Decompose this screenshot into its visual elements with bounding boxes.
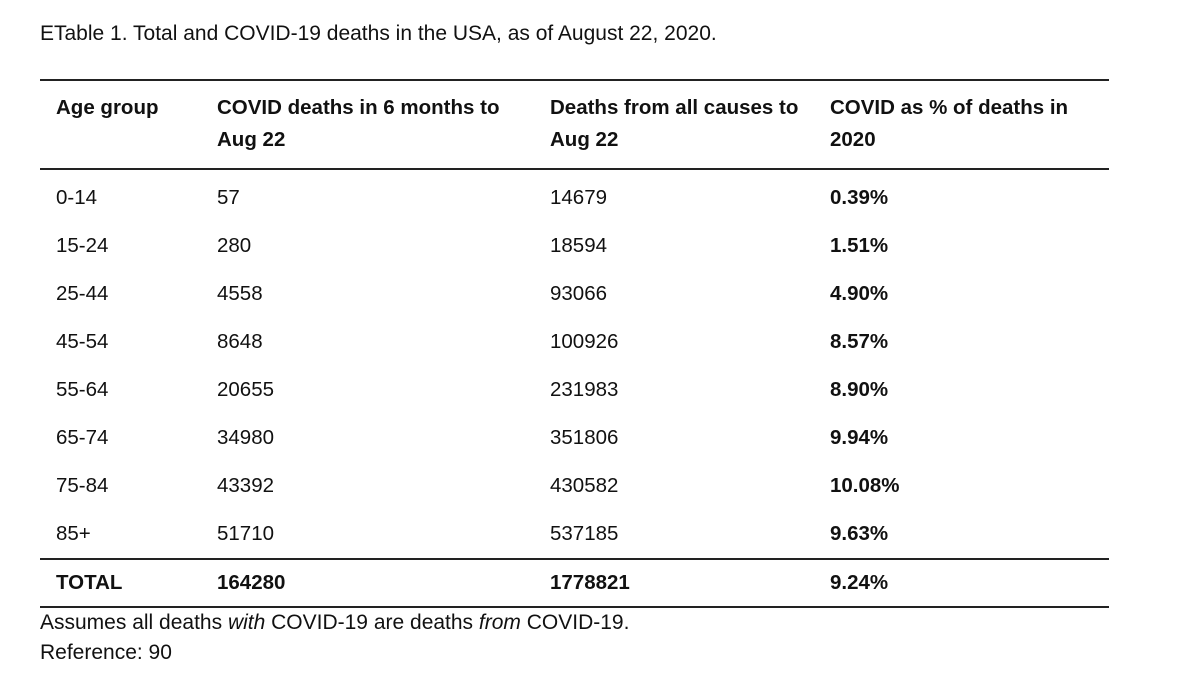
cell-age-group: 75-84 bbox=[56, 474, 109, 497]
cell-covid-percent: 0.39% bbox=[830, 186, 889, 209]
cell-covid-percent: 8.57% bbox=[830, 330, 889, 353]
cell-age-group: 0-14 bbox=[56, 186, 98, 209]
assumption-note: Assumes all deaths with COVID-19 are dea… bbox=[40, 611, 630, 634]
table-row: 45-54 8648 100926 8.57% bbox=[40, 318, 1109, 366]
cell-all-cause-deaths: 430582 bbox=[550, 474, 619, 497]
cell-covid-percent: 9.63% bbox=[830, 522, 889, 545]
header-covid-deaths: COVID deaths in 6 months to Aug 22 bbox=[217, 96, 500, 151]
cell-age-group: 25-44 bbox=[56, 282, 109, 305]
deaths-table: Age group COVID deaths in 6 months to Au… bbox=[40, 79, 1109, 608]
table-row: 15-24 280 18594 1.51% bbox=[40, 222, 1109, 270]
cell-age-group: 55-64 bbox=[56, 378, 109, 401]
cell-covid-deaths: 51710 bbox=[217, 522, 275, 545]
table-header-row: Age group COVID deaths in 6 months to Au… bbox=[40, 80, 1109, 169]
header-covid-percent: COVID as % of deaths in 2020 bbox=[830, 96, 1069, 151]
cell-covid-deaths: 43392 bbox=[217, 474, 275, 497]
cell-all-cause-deaths: 537185 bbox=[550, 522, 619, 545]
cell-covid-deaths: 34980 bbox=[217, 426, 275, 449]
table-row: 85+ 51710 537185 9.63% bbox=[40, 510, 1109, 559]
header-all-cause-deaths: Deaths from all causes to Aug 22 bbox=[550, 96, 799, 151]
cell-age-group: 85+ bbox=[56, 522, 91, 545]
cell-all-cause-deaths: 18594 bbox=[550, 234, 608, 257]
total-all-cause-deaths: 1778821 bbox=[550, 571, 630, 594]
cell-covid-deaths: 57 bbox=[217, 186, 240, 209]
total-label: TOTAL bbox=[56, 571, 123, 594]
cell-all-cause-deaths: 231983 bbox=[550, 378, 619, 401]
header-age-group: Age group bbox=[56, 96, 159, 119]
table-notes: Assumes all deaths with COVID-19 are dea… bbox=[40, 608, 629, 668]
cell-all-cause-deaths: 93066 bbox=[550, 282, 608, 305]
cell-age-group: 45-54 bbox=[56, 330, 109, 353]
cell-all-cause-deaths: 100926 bbox=[550, 330, 619, 353]
cell-covid-percent: 10.08% bbox=[830, 474, 900, 497]
total-covid-percent: 9.24% bbox=[830, 571, 889, 594]
table-row: 65-74 34980 351806 9.94% bbox=[40, 414, 1109, 462]
reference-note: Reference: 90 bbox=[40, 641, 172, 664]
cell-age-group: 65-74 bbox=[56, 426, 109, 449]
cell-covid-percent: 1.51% bbox=[830, 234, 889, 257]
total-covid-deaths: 164280 bbox=[217, 571, 286, 594]
table-caption: ETable 1. Total and COVID-19 deaths in t… bbox=[40, 22, 717, 45]
table-row: 55-64 20655 231983 8.90% bbox=[40, 366, 1109, 414]
cell-covid-deaths: 8648 bbox=[217, 330, 263, 353]
cell-covid-deaths: 20655 bbox=[217, 378, 275, 401]
cell-age-group: 15-24 bbox=[56, 234, 109, 257]
cell-all-cause-deaths: 351806 bbox=[550, 426, 619, 449]
cell-covid-percent: 8.90% bbox=[830, 378, 889, 401]
table-row: 75-84 43392 430582 10.08% bbox=[40, 462, 1109, 510]
cell-all-cause-deaths: 14679 bbox=[550, 186, 608, 209]
cell-covid-percent: 4.90% bbox=[830, 282, 889, 305]
table-row: 25-44 4558 93066 4.90% bbox=[40, 270, 1109, 318]
cell-covid-percent: 9.94% bbox=[830, 426, 889, 449]
cell-covid-deaths: 280 bbox=[217, 234, 252, 257]
cell-covid-deaths: 4558 bbox=[217, 282, 263, 305]
table-row: 0-14 57 14679 0.39% bbox=[40, 169, 1109, 222]
table-total-row: TOTAL 164280 1778821 9.24% bbox=[40, 559, 1109, 607]
